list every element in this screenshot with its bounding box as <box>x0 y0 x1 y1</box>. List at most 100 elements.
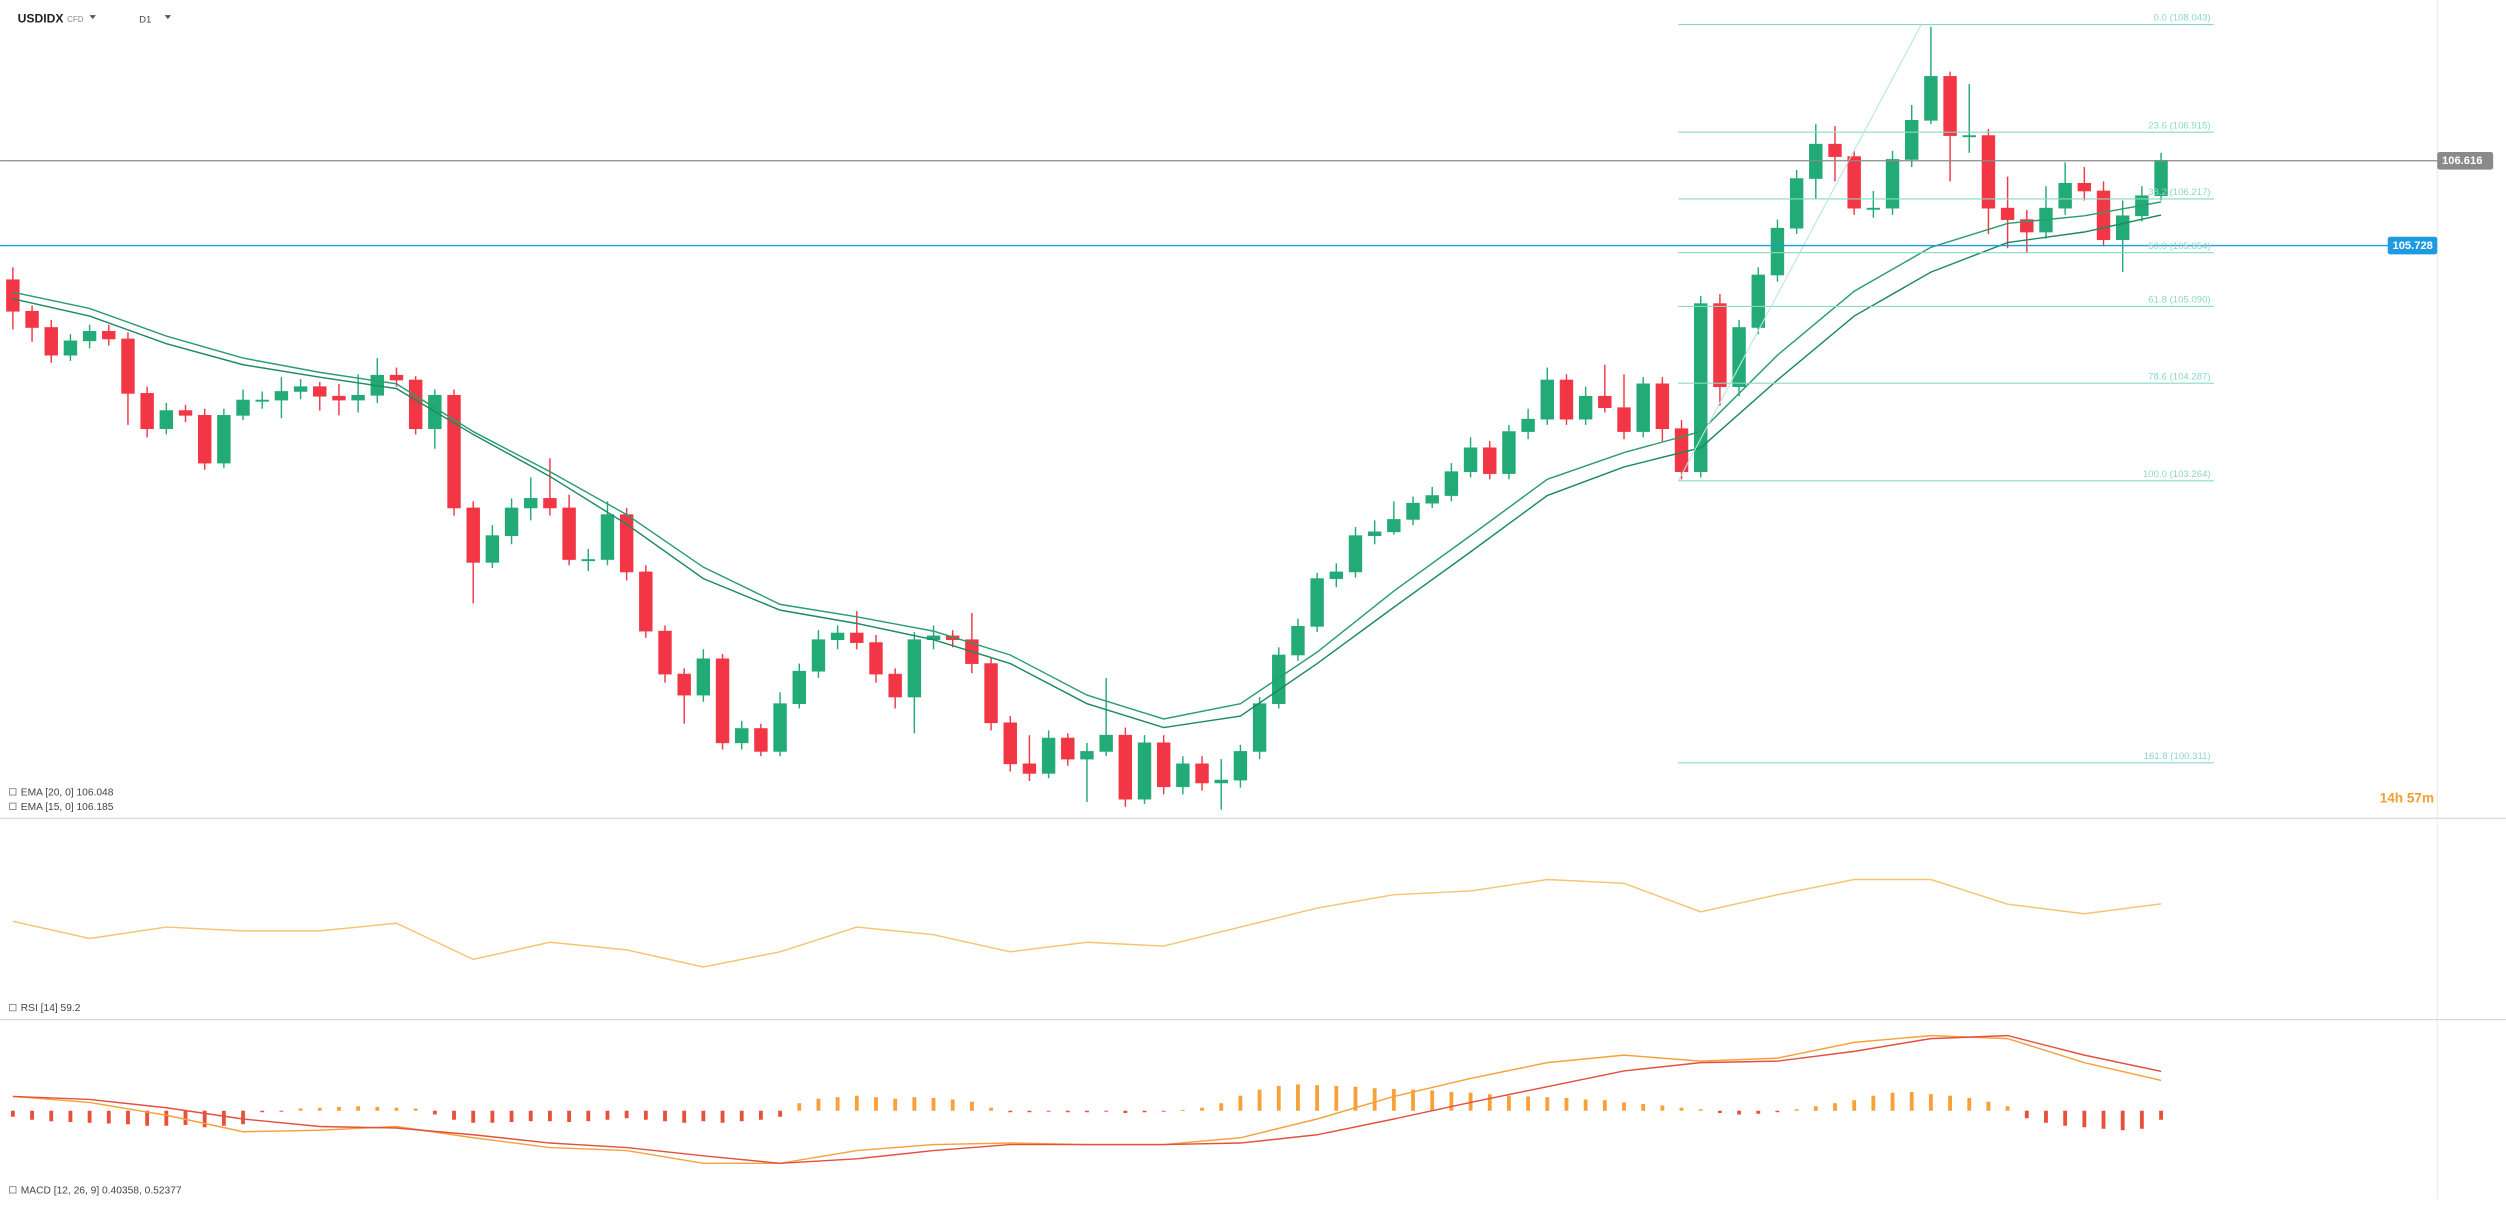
macd-histogram-bar <box>126 1110 130 1125</box>
candle-body <box>869 642 883 675</box>
candle-body <box>907 639 922 698</box>
macd-histogram-bar <box>643 1110 648 1120</box>
candle-body <box>102 330 116 340</box>
candle-body <box>562 507 576 560</box>
macd-histogram-bar <box>1909 1091 1914 1111</box>
dropdown-arrow[interactable] <box>164 15 172 20</box>
candle-body <box>1176 763 1190 788</box>
candle-body <box>1636 383 1650 432</box>
fib-label: 23.6 (106.915) <box>2148 120 2210 131</box>
candle-body <box>1943 76 1957 136</box>
candle-body <box>2096 190 2111 240</box>
macd-histogram-bar <box>1833 1103 1837 1111</box>
dropdown-arrow[interactable] <box>89 15 96 20</box>
candle-body <box>313 386 327 397</box>
candle-body <box>1866 207 1881 210</box>
macd-histogram-bar <box>1622 1102 1626 1111</box>
candle-body <box>140 393 154 430</box>
candle-body <box>1118 734 1133 800</box>
candle-body <box>1387 519 1401 533</box>
candle-body <box>293 386 308 392</box>
candle-body <box>619 514 634 573</box>
candle-body <box>1770 227 1785 276</box>
macd-histogram-bar <box>1430 1090 1435 1111</box>
candle-body <box>1329 571 1344 579</box>
candle-body <box>1694 303 1708 472</box>
macd-histogram-bar <box>1142 1110 1147 1113</box>
header[interactable]: USDIDX CFD D1 <box>18 11 172 26</box>
candle-body <box>1828 143 1842 157</box>
macd-histogram-bar <box>1085 1110 1089 1113</box>
macd-histogram-bar <box>567 1110 572 1122</box>
macd-histogram-bar <box>1296 1084 1300 1111</box>
macd-histogram-bar <box>682 1110 687 1123</box>
candle-body <box>1885 159 1900 209</box>
candle-body <box>888 673 902 698</box>
candle-body <box>1540 379 1555 420</box>
macd-histogram-bar <box>912 1097 917 1111</box>
countdown: 14h 57m <box>2380 791 2434 806</box>
candle-body <box>1099 734 1113 752</box>
macd-histogram-bar <box>701 1110 706 1122</box>
macd-histogram-bar <box>509 1110 514 1122</box>
macd-histogram-bar <box>739 1110 744 1122</box>
legend-icon <box>9 788 17 796</box>
candle-body <box>773 703 787 752</box>
macd-histogram-bar <box>490 1110 495 1123</box>
candle-body <box>1156 742 1171 788</box>
macd-histogram-bar <box>337 1106 341 1111</box>
macd-histogram-bar <box>1871 1095 1876 1111</box>
macd-histogram-bar <box>164 1110 169 1126</box>
candle-body <box>1981 135 1996 209</box>
candle-body <box>63 340 78 356</box>
macd-histogram-bar <box>931 1097 936 1111</box>
macd-histogram-bar <box>298 1108 303 1111</box>
candle-body <box>735 728 749 744</box>
candle-body <box>178 410 193 416</box>
macd-histogram-bar <box>1276 1085 1281 1111</box>
candle-body <box>811 639 826 672</box>
macd-histogram-bar <box>413 1108 418 1111</box>
macd-histogram-bar <box>1411 1089 1415 1111</box>
candle-body <box>1521 418 1535 432</box>
candle-body <box>1041 737 1056 774</box>
macd-histogram-bar <box>221 1110 226 1126</box>
legend-icon <box>9 1186 17 1194</box>
macd-histogram-bar <box>1986 1101 1991 1111</box>
timeframe[interactable]: D1 <box>139 15 151 26</box>
symbol[interactable]: USDIDX <box>18 11 64 25</box>
macd-histogram-bar <box>1391 1088 1396 1111</box>
macd-histogram-bar <box>989 1107 993 1111</box>
macd-histogram-bar <box>106 1110 111 1124</box>
macd-histogram-bar <box>1027 1110 1032 1113</box>
macd-histogram-bar <box>2024 1110 2029 1119</box>
candle-body <box>1252 703 1267 752</box>
macd-histogram-bar <box>586 1110 591 1122</box>
macd-histogram-bar <box>548 1110 552 1122</box>
macd-histogram-bar <box>1161 1110 1166 1112</box>
fib-label: 78.6 (104.287) <box>2148 371 2210 382</box>
macd-histogram-bar <box>375 1106 380 1111</box>
candle-body <box>1425 495 1439 504</box>
macd-histogram-bar <box>87 1110 92 1123</box>
candle-body <box>581 559 595 562</box>
macd-histogram-bar <box>950 1099 955 1111</box>
macd-histogram-bar <box>1238 1095 1243 1111</box>
candle-body <box>1847 156 1861 209</box>
candle-body <box>408 379 423 430</box>
macd-histogram-bar <box>356 1106 361 1111</box>
candle-body <box>543 498 557 509</box>
macd-histogram-bar <box>816 1098 821 1111</box>
macd-histogram-bar <box>1046 1110 1051 1112</box>
candle-body <box>830 632 845 641</box>
macd-histogram-bar <box>1679 1107 1684 1111</box>
macd-histogram-bar <box>1353 1086 1358 1111</box>
macd-histogram-bar <box>394 1107 399 1111</box>
candle-body <box>1559 379 1574 420</box>
macd-histogram-bar <box>1948 1095 1952 1111</box>
candle-body <box>351 394 365 401</box>
candle-body <box>1617 407 1631 432</box>
candle-body <box>82 330 97 342</box>
macd-histogram-bar <box>1468 1092 1473 1111</box>
macd-histogram-bar <box>720 1110 725 1123</box>
